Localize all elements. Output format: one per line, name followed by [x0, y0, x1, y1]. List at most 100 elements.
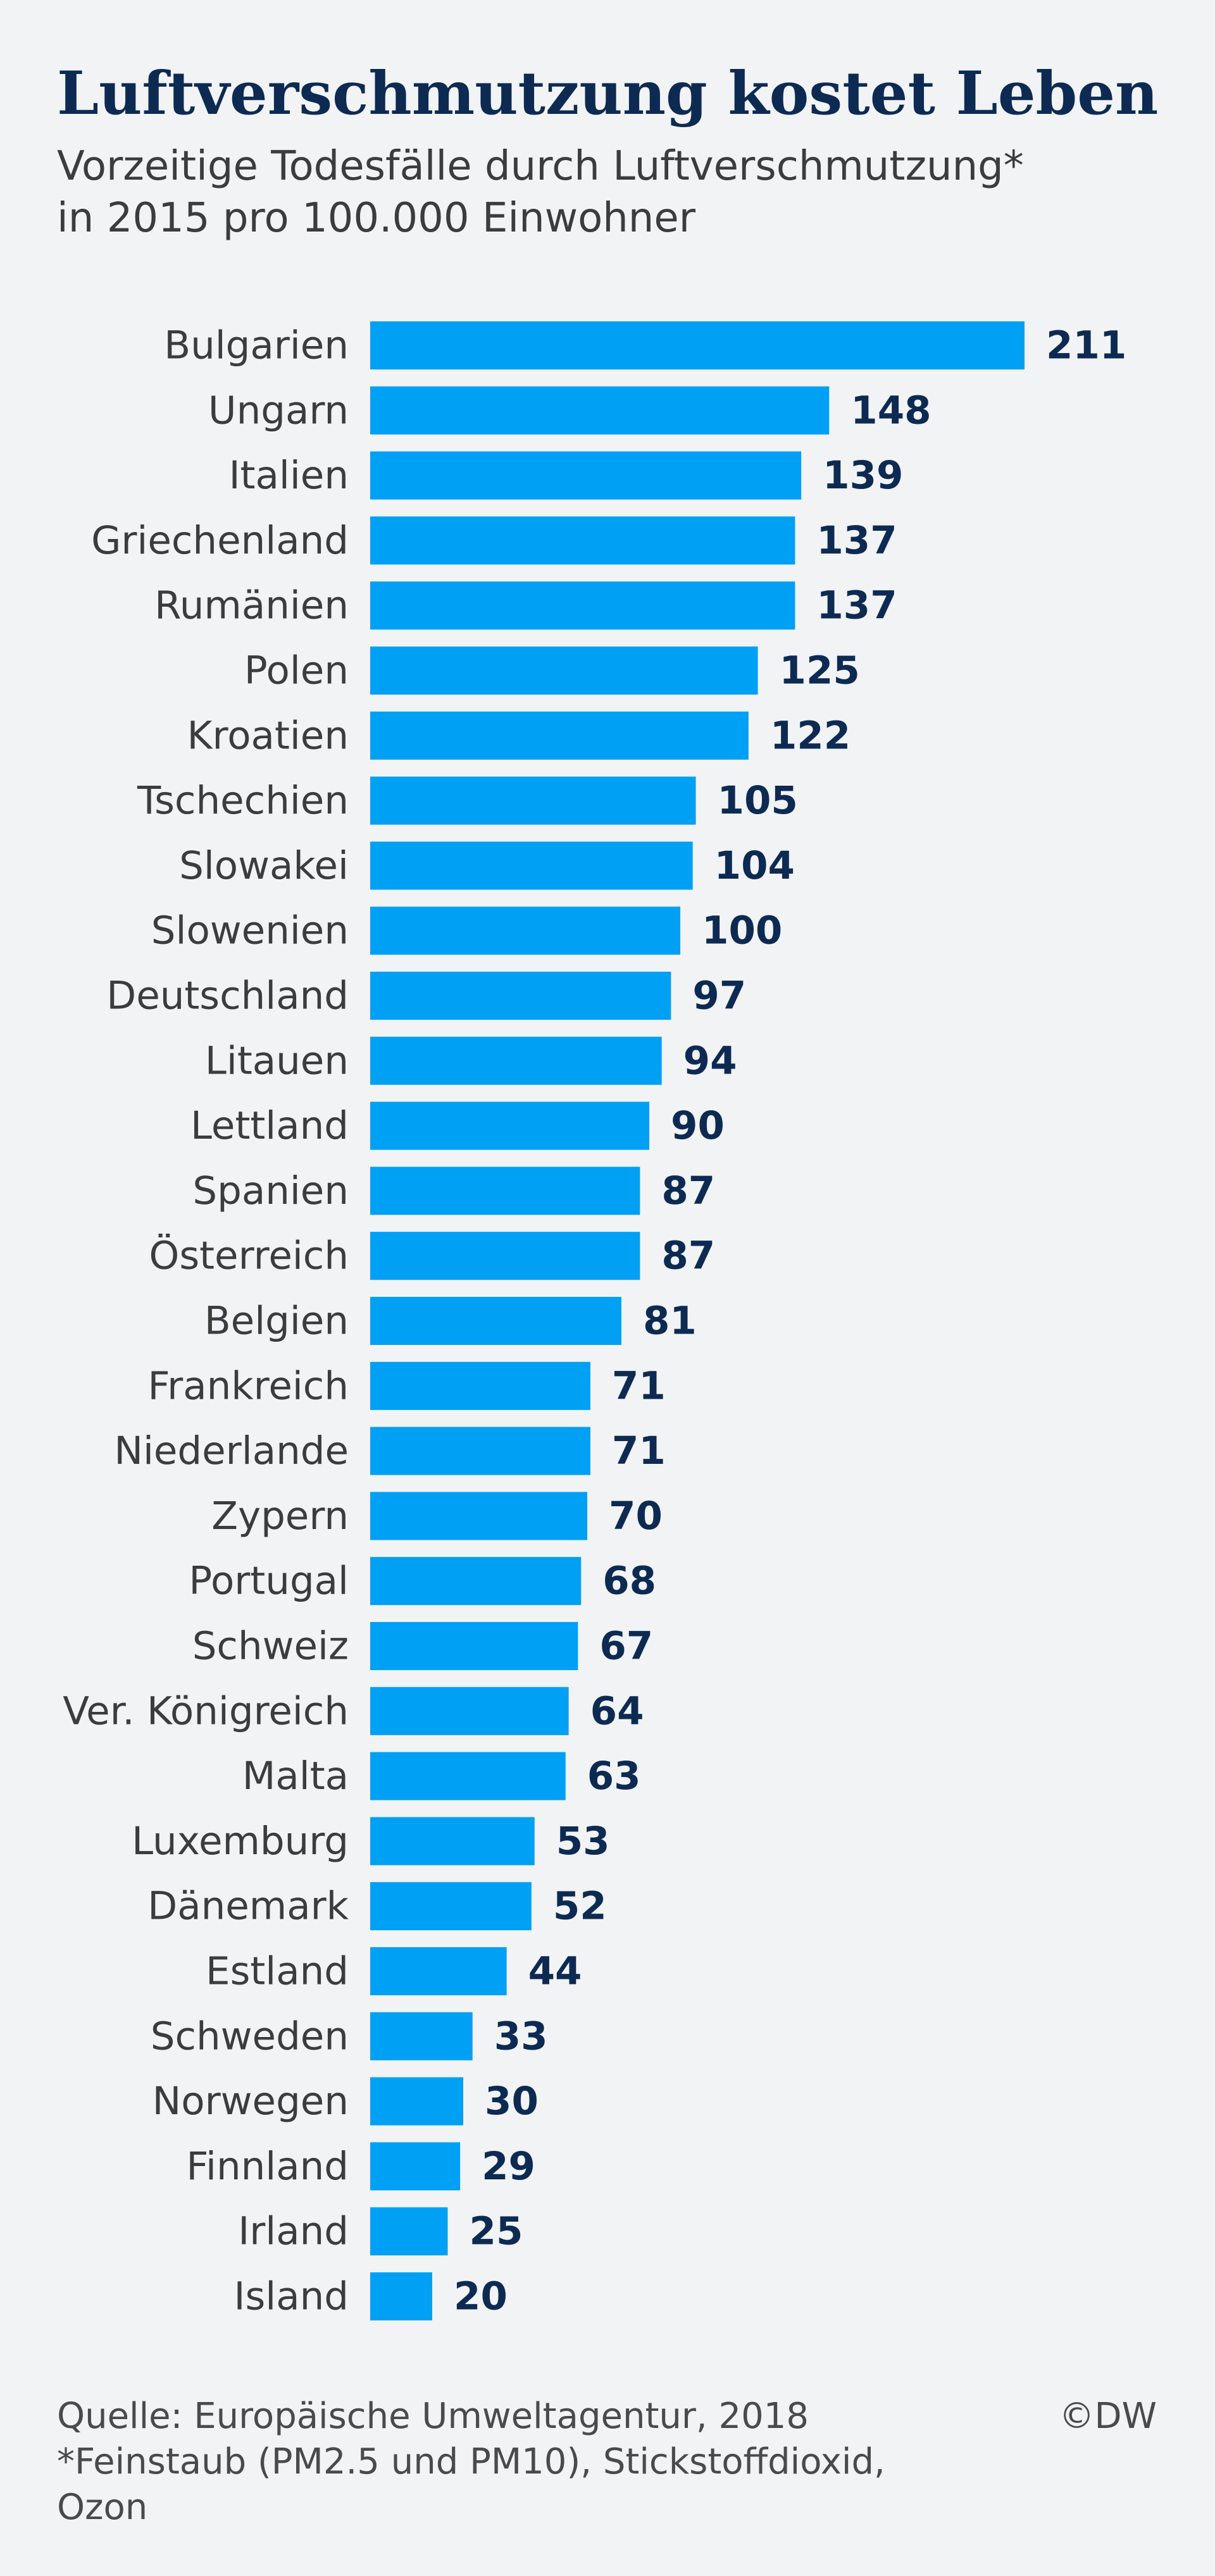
bar: [370, 711, 749, 760]
category-label: Estland: [206, 1949, 349, 1994]
bar: [370, 1817, 535, 1866]
value-label: 94: [683, 1038, 737, 1083]
source-line-3: Ozon: [57, 2487, 148, 2528]
value-label: 70: [609, 1494, 663, 1539]
category-label: Deutschland: [106, 974, 349, 1019]
subtitle-line-1: Vorzeitige Todesfälle durch Luftverschmu…: [57, 143, 1024, 190]
bar: [370, 2077, 464, 2126]
value-label: 71: [612, 1363, 666, 1408]
category-label: Slowenien: [151, 908, 349, 953]
category-label: Spanien: [192, 1168, 349, 1213]
value-label: 137: [816, 583, 897, 628]
value-label: 30: [485, 2079, 539, 2124]
value-label: 87: [661, 1168, 715, 1213]
bar: [370, 1167, 640, 1215]
category-label: Lettland: [190, 1103, 349, 1148]
value-label: 53: [556, 1819, 610, 1864]
bar: [370, 1882, 532, 1931]
category-label: Rumänien: [154, 583, 349, 628]
category-label: Niederlande: [114, 1428, 349, 1473]
bar: [370, 2142, 461, 2191]
category-label: Luxemburg: [132, 1819, 349, 1864]
category-label: Schweden: [151, 2014, 349, 2059]
category-label: Polen: [244, 648, 349, 693]
bar: [370, 1492, 588, 1540]
bar: [370, 1557, 582, 1606]
category-label: Slowakei: [179, 843, 349, 888]
value-label: 100: [702, 908, 782, 953]
value-label: 63: [587, 1754, 641, 1799]
value-label: 148: [850, 388, 931, 433]
source-line-2: *Feinstaub (PM2.5 und PM10), Stickstoffd…: [57, 2441, 885, 2482]
bar: [370, 972, 671, 1020]
value-label: 20: [454, 2274, 508, 2319]
bar: [370, 1361, 590, 1410]
category-label: Malta: [242, 1754, 349, 1799]
bar: [370, 776, 696, 825]
category-label: Griechenland: [91, 518, 349, 563]
bar: [370, 1752, 566, 1800]
category-label: Finnland: [186, 2144, 349, 2189]
category-label: Frankreich: [147, 1363, 349, 1408]
bar: [370, 2272, 433, 2320]
value-label: 25: [470, 2209, 523, 2254]
bar: [370, 1036, 662, 1085]
value-label: 105: [718, 778, 798, 823]
category-label: Ungarn: [208, 388, 349, 433]
bar: [370, 1687, 569, 1735]
category-label: Irland: [238, 2209, 349, 2254]
subtitle-line-2: in 2015 pro 100.000 Einwohner: [57, 195, 696, 242]
category-label: Litauen: [205, 1038, 349, 1083]
category-label: Schweiz: [192, 1624, 349, 1669]
bar: [370, 1947, 507, 1995]
value-label: 52: [553, 1884, 607, 1929]
bar: [370, 1101, 650, 1150]
value-label: 64: [590, 1688, 644, 1733]
bar: [370, 647, 758, 695]
value-label: 139: [823, 453, 903, 498]
bar: [370, 1297, 621, 1345]
category-label: Bulgarien: [164, 323, 349, 368]
dw-credit: ©DW: [1059, 2396, 1157, 2437]
category-label: Norwegen: [153, 2079, 349, 2124]
category-label: Ver. Königreich: [63, 1688, 349, 1733]
category-label: Kroatien: [187, 713, 349, 758]
bar: [370, 1427, 590, 1475]
value-label: 137: [816, 518, 897, 563]
category-label: Zypern: [211, 1494, 349, 1539]
value-label: 67: [599, 1624, 653, 1669]
value-label: 125: [780, 648, 860, 693]
bar: [370, 2207, 448, 2256]
value-label: 71: [612, 1428, 666, 1473]
bar: [370, 2012, 473, 2060]
bar: [370, 1232, 640, 1280]
bar-chart: Bulgarien 211 Ungarn 148 Italien 139 Griechenl…: [63, 321, 1126, 2320]
bar: [370, 386, 830, 435]
category-label: Island: [234, 2274, 349, 2319]
value-label: 122: [770, 713, 850, 758]
category-label: Tschechien: [137, 778, 349, 823]
chart-title: Luftverschmutzung kostet Leben: [57, 59, 1159, 128]
category-label: Österreich: [149, 1234, 349, 1279]
value-label: 104: [714, 843, 795, 888]
category-label: Italien: [229, 453, 349, 498]
value-label: 33: [494, 2014, 548, 2059]
source-line-1: Quelle: Europäische Umweltagentur, 2018: [57, 2396, 809, 2437]
bar: [370, 1622, 578, 1670]
value-label: 90: [671, 1103, 725, 1148]
value-label: 81: [643, 1299, 697, 1344]
source-note: Quelle: Europäische Umweltagentur, 2018 …: [57, 2394, 1006, 2530]
bar: [370, 451, 802, 500]
value-label: 29: [482, 2144, 535, 2189]
bar: [370, 321, 1025, 369]
value-label: 44: [528, 1949, 582, 1994]
category-label: Portugal: [189, 1559, 349, 1604]
value-label: 97: [692, 974, 746, 1019]
value-label: 87: [661, 1234, 715, 1279]
category-label: Dänemark: [147, 1884, 349, 1929]
bar: [370, 841, 693, 890]
bar: [370, 581, 795, 630]
value-label: 68: [602, 1559, 656, 1604]
chart-subtitle: Vorzeitige Todesfälle durch Luftverschmu…: [57, 140, 1171, 244]
category-label: Belgien: [204, 1299, 349, 1344]
